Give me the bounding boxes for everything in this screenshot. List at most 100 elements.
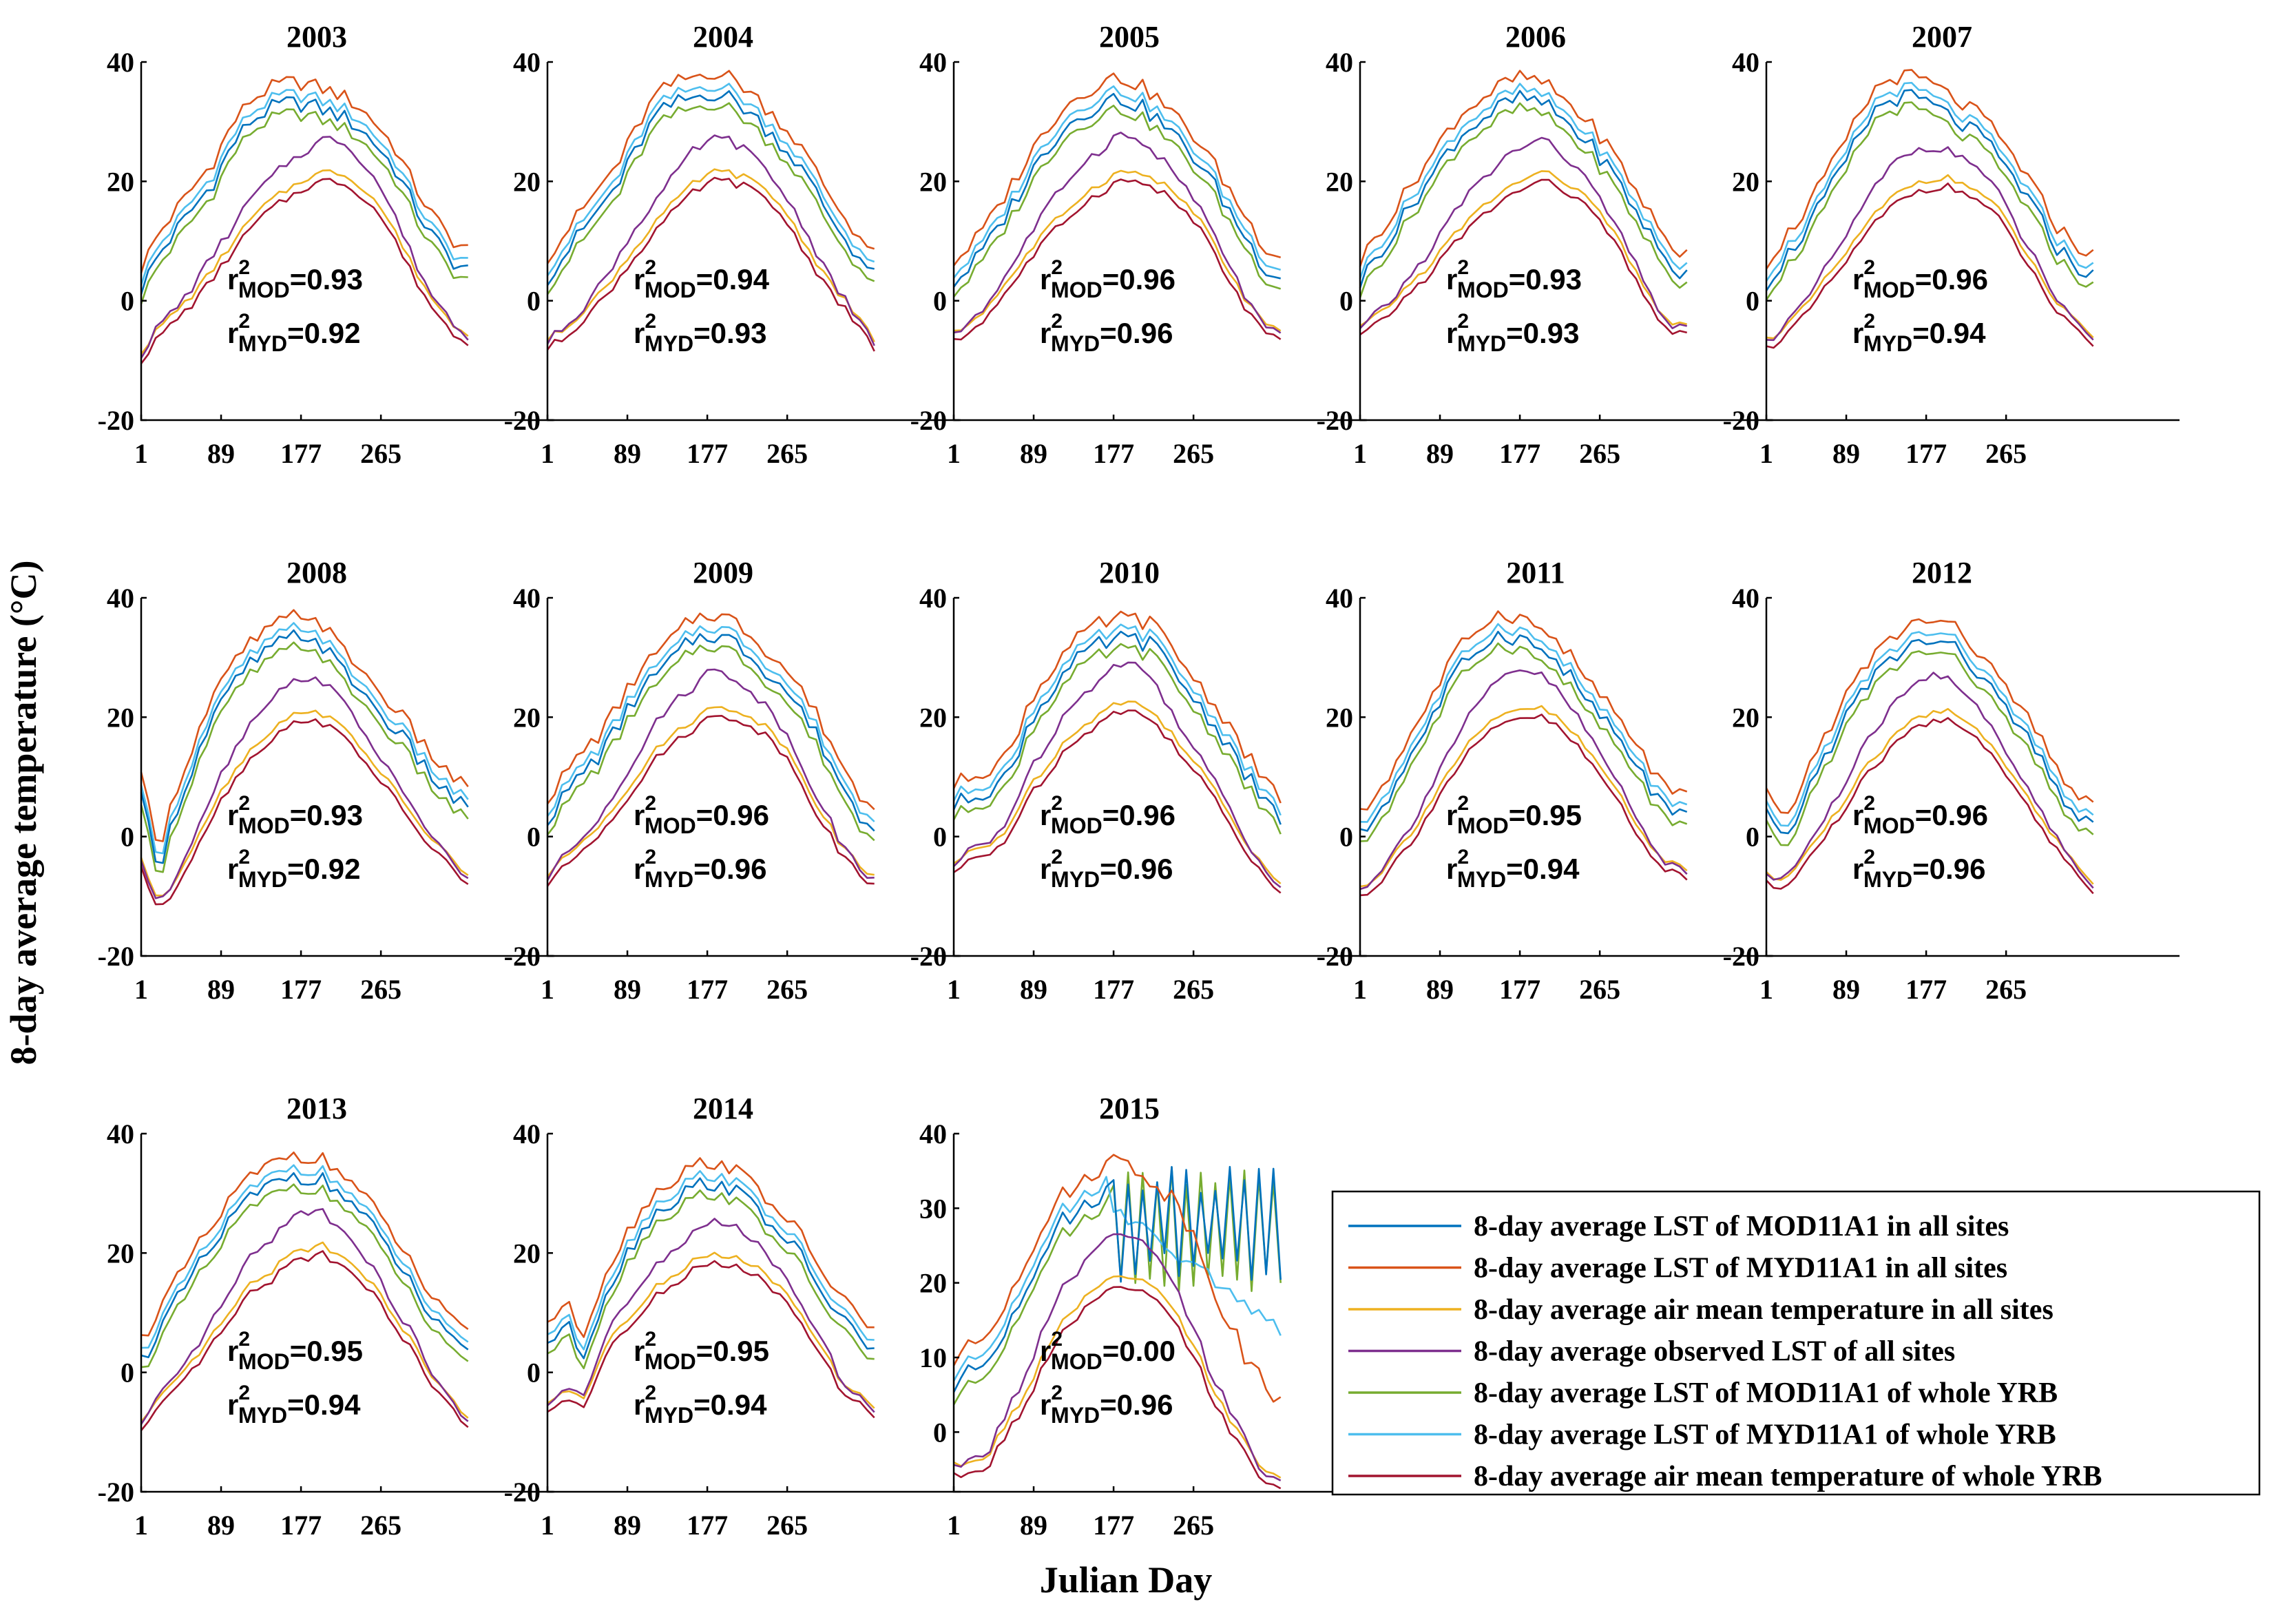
y-tick-label: -20	[1317, 405, 1353, 436]
series-line-2	[546, 70, 875, 264]
series-line-2	[140, 609, 469, 842]
y-axis-title: 8-day average temperature (°C)	[3, 561, 44, 1065]
y-tick-label: 20	[107, 166, 134, 197]
x-tick-label: 265	[360, 974, 401, 1005]
series-line-4	[1766, 146, 2094, 342]
x-tick-label: 177	[280, 974, 322, 1005]
series-line-2	[952, 1154, 1282, 1403]
r2-mod-label: r2 MOD=0.96	[1040, 792, 1175, 838]
x-tick-label: 1	[947, 438, 961, 469]
series-line-2	[1765, 618, 2094, 814]
x-tick-label: 1	[947, 1510, 961, 1541]
y-tick-label: -20	[504, 1477, 541, 1508]
series-line-2	[546, 612, 875, 811]
y-tick-label: 0	[1746, 822, 1759, 853]
series-line-7	[140, 718, 469, 906]
series-line-6	[1765, 81, 2094, 282]
series-line-1	[140, 96, 468, 295]
series-line-1	[140, 1172, 469, 1359]
series-line-4	[953, 132, 1282, 334]
r2-myd-label: r2 MYD=0.96	[634, 846, 766, 892]
x-tick-label: 177	[1093, 438, 1134, 469]
r2-mod-label: r2 MOD=0.95	[227, 1328, 363, 1374]
series-line-6	[952, 85, 1282, 279]
series-line-5	[952, 1166, 1282, 1406]
y-tick-label: -20	[98, 405, 134, 436]
x-tick-label: 177	[1499, 438, 1540, 469]
series-line-2	[1359, 610, 1688, 811]
panel-title: 2003	[286, 20, 347, 54]
y-tick-label: 40	[513, 47, 541, 78]
x-tick-label: 89	[1020, 974, 1047, 1005]
series-line-5	[140, 641, 469, 873]
panel-2007: 2007 40 20 0 -201 89 177 265 r2 MOD=0.96 r2 MYD=0.9…	[1723, 20, 2180, 469]
series-line-7	[140, 178, 469, 364]
legend-label-4: 8-day average observed LST of all sites	[1474, 1336, 1955, 1368]
y-tick-label: -20	[504, 941, 541, 972]
r2-myd-label: r2 MYD=0.94	[1852, 310, 1986, 356]
series-line-5	[952, 643, 1282, 835]
y-tick-label: 0	[527, 1357, 541, 1388]
y-tick-label: 40	[107, 1118, 134, 1149]
x-tick-label: 265	[1985, 974, 2027, 1005]
series-line-7	[1359, 714, 1688, 897]
legend-box	[1331, 1190, 2261, 1496]
series-line-6	[1359, 623, 1688, 823]
r2-myd-label: r2 MYD=0.94	[1446, 846, 1580, 892]
axis-lines	[952, 1134, 1367, 1493]
axis-lines	[546, 1134, 961, 1493]
panel-title: 2011	[1506, 556, 1565, 590]
series-line-4	[140, 1208, 469, 1425]
panel-title: 2006	[1505, 20, 1566, 54]
series-line-5	[546, 644, 875, 842]
legend-label-2: 8-day average LST of MYD11A1 in all site…	[1474, 1253, 2007, 1284]
y-tick-label: 40	[919, 1118, 947, 1149]
panel-title: 2004	[693, 20, 753, 54]
series-line-4	[1359, 136, 1687, 329]
x-tick-label: 89	[1832, 438, 1860, 469]
axis-lines	[140, 1134, 554, 1493]
series-line-3	[547, 1251, 875, 1409]
x-tick-label: 265	[1173, 1510, 1214, 1541]
x-tick-label: 265	[1579, 974, 1620, 1005]
series-line-5	[140, 108, 468, 304]
y-tick-label: 40	[513, 1118, 541, 1149]
series-line-1	[140, 629, 469, 864]
r2-mod-label: r2 MOD=0.96	[1852, 792, 1988, 838]
x-tick-label: 89	[207, 1510, 235, 1541]
series-line-6	[140, 622, 469, 855]
x-tick-label: 89	[1020, 438, 1047, 469]
series-line-3	[1766, 174, 2094, 340]
axis-lines	[1359, 62, 1773, 421]
y-tick-label: 0	[121, 286, 134, 317]
y-tick-label: 0	[121, 1357, 134, 1388]
y-tick-label: 20	[1326, 702, 1353, 733]
series-line-6	[546, 83, 875, 277]
x-tick-label: 265	[1173, 974, 1214, 1005]
x-tick-label: 177	[1499, 974, 1540, 1005]
x-tick-label: 89	[1832, 974, 1860, 1005]
series-line-1	[1359, 630, 1688, 832]
series-line-2	[952, 610, 1282, 804]
y-tick-label: 40	[1732, 583, 1759, 614]
r2-myd-label: r2 MYD=0.96	[1040, 846, 1173, 892]
y-tick-label: 40	[513, 583, 541, 614]
series-line-6	[952, 1176, 1282, 1382]
x-tick-label: 265	[1173, 438, 1214, 469]
series-line-6	[547, 1169, 875, 1351]
x-tick-label: 89	[207, 438, 235, 469]
series-line-6	[1765, 631, 2094, 827]
series-line-3	[546, 706, 875, 878]
r2-myd-label: r2 MYD=0.96	[1040, 310, 1173, 356]
panel-title: 2012	[1912, 556, 1972, 590]
series-line-3	[1766, 708, 2094, 885]
r2-mod-label: r2 MOD=0.00	[1040, 1328, 1175, 1374]
x-tick-label: 89	[1426, 974, 1454, 1005]
x-tick-label: 265	[360, 438, 401, 469]
r2-myd-label: r2 MYD=0.93	[1446, 310, 1579, 356]
panel-title: 2015	[1099, 1092, 1160, 1125]
